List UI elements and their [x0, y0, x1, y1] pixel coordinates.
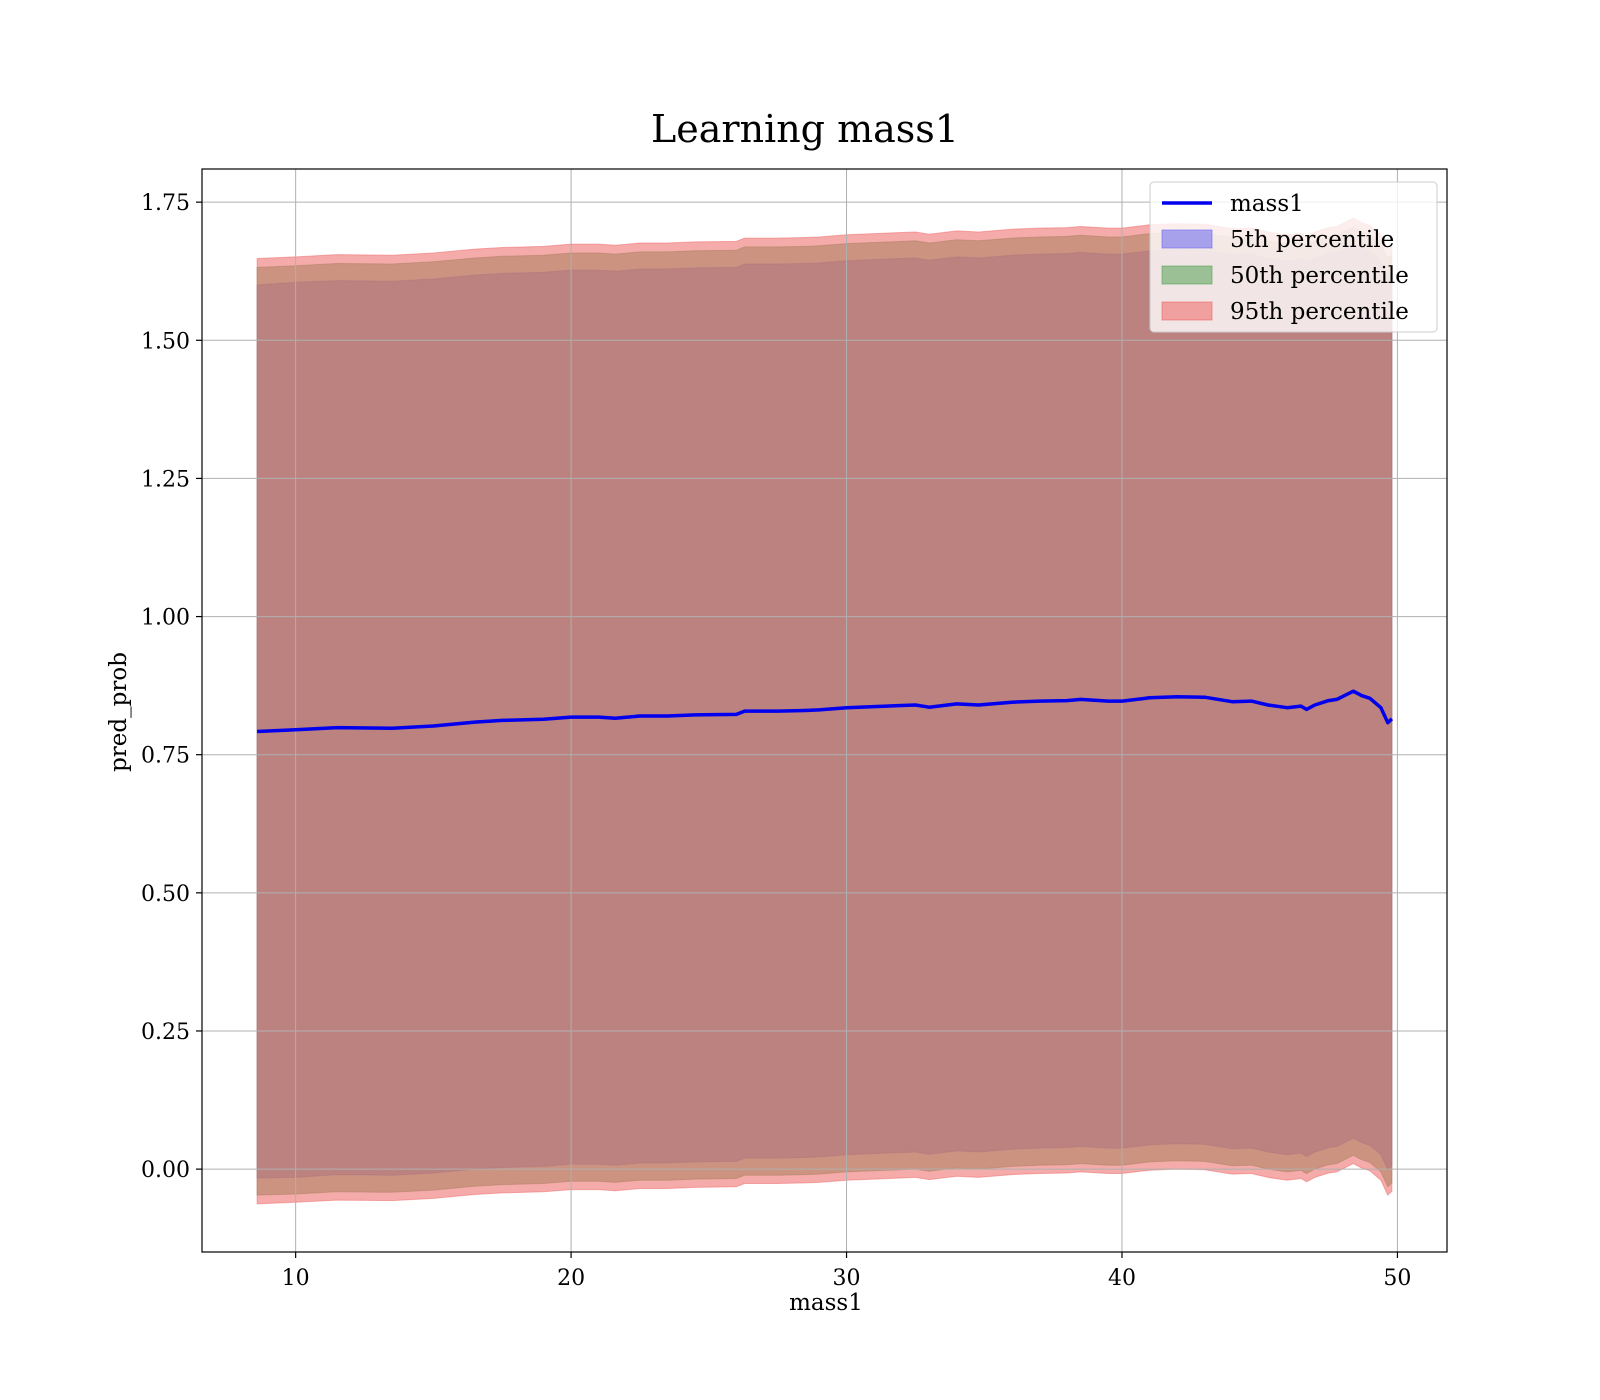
legend-label: 50th percentile [1230, 263, 1409, 289]
legend-label: mass1 [1230, 191, 1304, 217]
y-tick-label: 1.50 [141, 329, 190, 354]
legend-label: 5th percentile [1230, 227, 1394, 253]
y-tick-label: 0.75 [141, 744, 190, 769]
x-tick-label: 20 [557, 1266, 585, 1291]
y-tick-label: 1.00 [141, 606, 190, 631]
legend-patch-swatch [1161, 301, 1213, 321]
x-tick-label: 40 [1108, 1266, 1136, 1291]
y-axis-ticks: 0.00 0.25 0.50 0.75 1.00 1.25 1.50 1.75 [141, 191, 202, 1183]
legend-box [1149, 181, 1438, 333]
grid-lines [202, 169, 1447, 1252]
x-axis-ticks: 10 20 30 40 50 [282, 1252, 1411, 1291]
x-tick-label: 50 [1383, 1266, 1411, 1291]
chart-title: Learning mass1 [651, 107, 959, 151]
legend: mass1 5th percentile 50th percentile 95th p… [1149, 181, 1438, 333]
legend-patch-swatch [1161, 229, 1213, 249]
plot-area [201, 168, 1448, 1253]
legend-patch-swatch [1161, 265, 1213, 285]
y-axis-label: pred_prob [106, 652, 132, 772]
x-tick-label: 30 [833, 1266, 861, 1291]
y-tick-label: 0.00 [141, 1158, 190, 1183]
legend-label: 95th percentile [1230, 299, 1409, 325]
y-tick-label: 1.25 [141, 467, 190, 492]
y-tick-label: 0.25 [141, 1020, 190, 1045]
series-line-1 [257, 689, 1394, 734]
series-lines [257, 689, 1394, 734]
plot-frame [201, 168, 1448, 1253]
x-axis-label: mass1 [789, 1290, 863, 1316]
y-tick-label: 1.75 [141, 191, 190, 216]
x-tick-label: 10 [282, 1266, 310, 1291]
y-tick-label: 0.50 [141, 882, 190, 907]
